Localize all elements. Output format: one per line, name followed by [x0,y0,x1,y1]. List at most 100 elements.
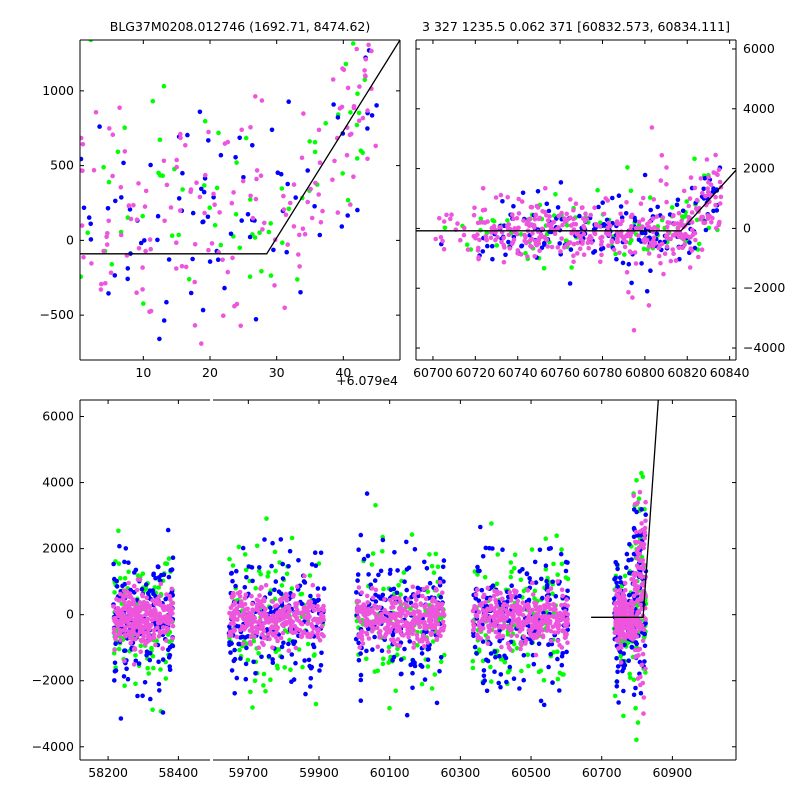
data-point [402,601,408,606]
data-point [667,220,672,226]
data-point [286,99,292,104]
data-point [605,198,610,203]
data-point [514,645,520,651]
data-point [616,193,622,198]
data-point [664,199,669,205]
data-point [524,221,529,227]
data-point [416,589,421,595]
data-point [150,653,156,659]
data-point [113,609,119,614]
data-point [487,607,493,613]
data-point [157,594,162,599]
data-point [639,230,645,236]
data-point [141,301,146,306]
data-point [631,327,637,333]
data-point [636,647,641,653]
data-point [529,244,534,250]
data-point [624,270,630,275]
data-point [532,253,537,259]
data-point [713,202,718,208]
data-point [705,186,710,191]
data-point [476,598,482,603]
data-point [480,220,486,225]
data-point [631,493,636,499]
top-left-model-line [80,40,400,255]
data-point [716,167,722,172]
data-point [526,597,532,603]
data-point [136,661,142,666]
data-point [648,207,653,213]
data-point [104,242,110,247]
data-point [462,225,467,231]
data-point [389,637,394,643]
data-point [529,623,535,628]
bottom-ytick-label: 2000 [42,541,74,556]
data-point [116,598,122,603]
data-point [350,41,356,46]
data-point [357,645,363,650]
data-point [642,643,648,649]
data-point [515,624,521,629]
data-point [229,668,235,673]
data-point [381,656,386,662]
data-point [296,558,301,563]
data-point [500,596,505,601]
data-point [243,567,249,573]
data-point [639,662,644,668]
data-point [244,575,249,580]
data-point [437,668,442,674]
data-point [520,600,526,605]
data-point [305,621,310,626]
data-point [533,580,539,585]
data-point [138,240,144,246]
data-point [323,121,329,126]
data-point [634,478,639,483]
data-point [412,547,418,552]
data-point [621,666,626,671]
data-point [152,616,157,622]
data-point [619,215,625,220]
data-point [255,607,260,613]
data-point [636,219,642,225]
data-point [141,637,147,643]
data-point [477,624,483,630]
data-point [564,624,569,629]
data-point [422,604,428,610]
data-point [369,48,374,54]
data-point [563,575,569,580]
data-point [147,389,152,394]
data-point [441,219,447,224]
data-point [319,612,324,618]
data-point [508,574,513,580]
data-point [111,626,117,632]
data-point [624,551,630,557]
data-point [483,600,488,605]
data-point [111,604,116,609]
data-point [264,612,269,617]
data-point [662,251,668,256]
data-point [622,599,628,604]
data-point [122,559,127,565]
data-point [356,118,362,123]
data-point [703,227,709,233]
data-point [561,628,566,633]
data-point [537,625,542,630]
data-point [692,156,697,162]
data-point [632,250,638,255]
data-point [242,585,248,590]
data-point [406,565,412,571]
data-point [170,600,176,606]
data-point [373,620,378,626]
bottom-ytick-label: −2000 [32,673,74,688]
data-point [508,560,514,565]
data-point [690,232,696,238]
data-point [492,624,498,629]
data-point [305,199,311,205]
data-point [309,622,314,627]
data-point [163,596,168,602]
data-point [633,261,639,266]
data-point [641,246,647,252]
data-point [151,665,156,671]
data-point [553,607,558,612]
data-point [311,604,316,609]
